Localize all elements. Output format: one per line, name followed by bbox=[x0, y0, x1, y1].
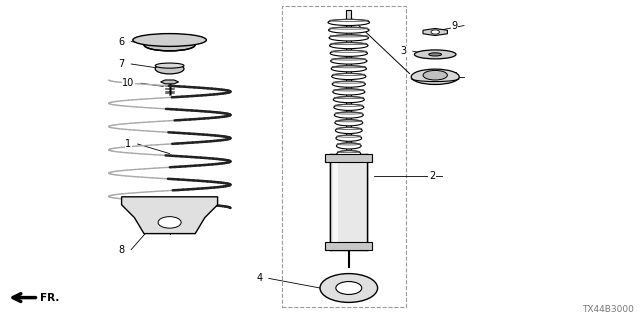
Ellipse shape bbox=[335, 120, 363, 126]
Polygon shape bbox=[423, 28, 447, 36]
Ellipse shape bbox=[334, 104, 364, 110]
Text: 4: 4 bbox=[256, 273, 262, 284]
Circle shape bbox=[336, 282, 362, 294]
Ellipse shape bbox=[331, 58, 367, 64]
Ellipse shape bbox=[156, 64, 184, 74]
Ellipse shape bbox=[337, 150, 361, 157]
Text: 10: 10 bbox=[122, 78, 134, 88]
Ellipse shape bbox=[337, 143, 361, 149]
Ellipse shape bbox=[331, 66, 367, 72]
Ellipse shape bbox=[332, 81, 365, 87]
Text: 1: 1 bbox=[125, 139, 131, 149]
Ellipse shape bbox=[429, 53, 442, 56]
Text: 5: 5 bbox=[451, 72, 458, 82]
Text: 9: 9 bbox=[451, 20, 458, 31]
Circle shape bbox=[431, 30, 440, 34]
Circle shape bbox=[158, 217, 181, 228]
Ellipse shape bbox=[156, 63, 184, 68]
Polygon shape bbox=[161, 80, 179, 84]
Ellipse shape bbox=[336, 135, 362, 141]
Text: 8: 8 bbox=[118, 244, 125, 255]
Ellipse shape bbox=[333, 96, 364, 103]
Ellipse shape bbox=[423, 70, 447, 80]
Ellipse shape bbox=[332, 73, 366, 80]
Ellipse shape bbox=[144, 39, 195, 51]
Ellipse shape bbox=[333, 89, 365, 95]
Bar bbox=[325, 154, 372, 162]
Ellipse shape bbox=[330, 43, 368, 49]
Ellipse shape bbox=[330, 50, 367, 56]
Ellipse shape bbox=[329, 35, 369, 41]
Ellipse shape bbox=[415, 50, 456, 59]
Ellipse shape bbox=[328, 19, 370, 26]
Ellipse shape bbox=[335, 127, 362, 133]
Text: FR.: FR. bbox=[40, 292, 60, 303]
Text: 6: 6 bbox=[118, 36, 125, 47]
Polygon shape bbox=[122, 197, 218, 234]
Bar bbox=[282, 6, 406, 307]
Text: 2: 2 bbox=[429, 171, 435, 181]
Text: 3: 3 bbox=[400, 46, 406, 56]
Ellipse shape bbox=[328, 27, 369, 33]
Ellipse shape bbox=[334, 112, 364, 118]
Ellipse shape bbox=[412, 69, 460, 84]
Bar bbox=[333, 157, 338, 246]
Ellipse shape bbox=[133, 34, 207, 46]
Circle shape bbox=[320, 274, 378, 302]
Text: TX44B3000: TX44B3000 bbox=[582, 305, 634, 314]
Text: 7: 7 bbox=[118, 59, 125, 69]
Bar bbox=[330, 154, 367, 250]
Bar bbox=[346, 10, 351, 198]
Bar bbox=[325, 242, 372, 250]
